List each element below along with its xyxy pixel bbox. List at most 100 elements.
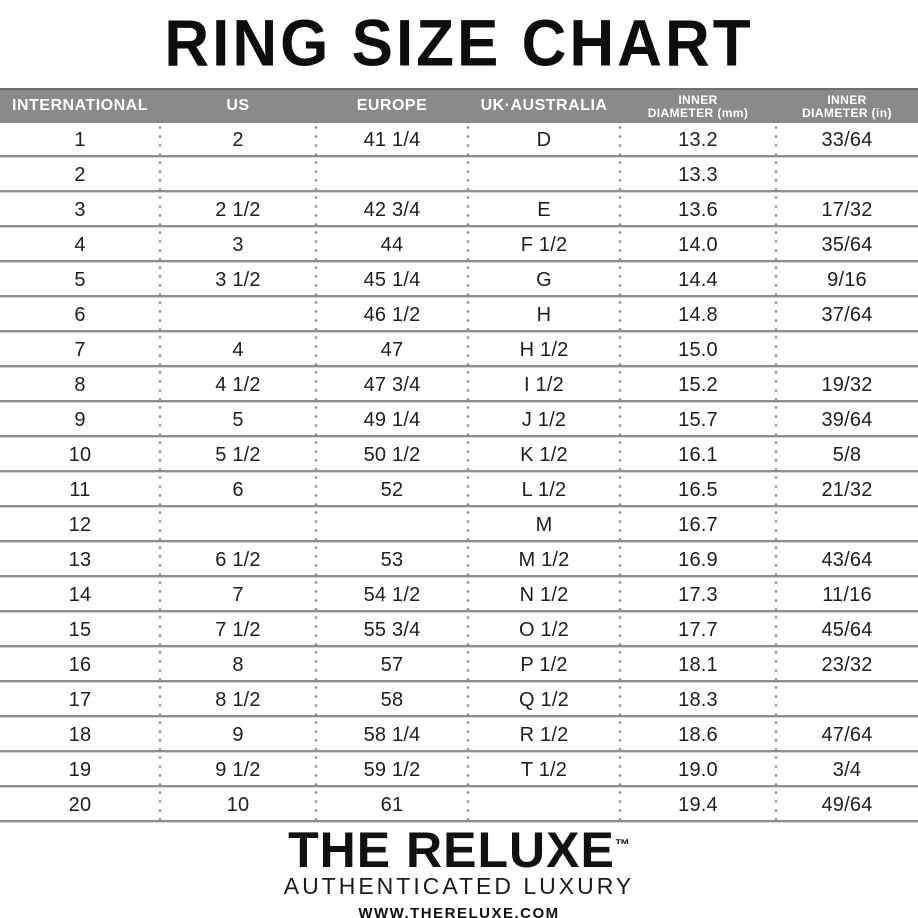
cell-uk-australia: I 1/2 bbox=[468, 368, 622, 403]
cell-international: 6 bbox=[0, 298, 162, 333]
cell-uk-australia: O 1/2 bbox=[468, 613, 622, 648]
cell-europe: 55 3/4 bbox=[316, 613, 470, 648]
cell-europe: 61 bbox=[316, 788, 470, 823]
cell-inner-diameter-mm: 13.3 bbox=[620, 158, 778, 193]
column-header-international: INTERNATIONAL bbox=[12, 97, 148, 115]
cell-uk-australia: L 1/2 bbox=[468, 473, 622, 508]
cell-uk-australia: K 1/2 bbox=[468, 438, 622, 473]
cell-us: 4 1/2 bbox=[160, 368, 318, 403]
cell-europe: 44 bbox=[316, 228, 470, 263]
column-header-inner-diameter-mm: INNER DIAMETER (mm) bbox=[647, 92, 749, 120]
cell-europe: 52 bbox=[316, 473, 470, 508]
cell-inner-diameter-mm: 16.5 bbox=[620, 473, 778, 508]
cell-europe bbox=[316, 508, 470, 543]
cell-inner-diameter-in: 3/4 bbox=[832, 759, 862, 781]
cell-inner-diameter-in bbox=[776, 508, 918, 543]
cell-europe: 45 1/4 bbox=[316, 263, 470, 298]
cell-us: 8 bbox=[160, 648, 318, 683]
cell-uk-australia: M bbox=[468, 508, 622, 543]
cell-us: 7 bbox=[160, 578, 318, 613]
cell-international: 2 bbox=[0, 158, 162, 193]
cell-uk-australia: J 1/2 bbox=[468, 403, 622, 438]
cell-inner-diameter-in: 37/64 bbox=[821, 304, 873, 326]
cell-uk-australia: D bbox=[468, 123, 622, 158]
cell-inner-diameter-mm: 13.2 bbox=[620, 123, 778, 158]
cell-us: 3 bbox=[160, 228, 318, 263]
cell-europe: 47 3/4 bbox=[316, 368, 470, 403]
cell-international: 11 bbox=[0, 473, 162, 508]
table-row: 19 9 1/2 59 1/2 T 1/2 19.0 3/4 bbox=[0, 753, 918, 788]
cell-us: 6 1/2 bbox=[160, 543, 318, 578]
cell-inner-diameter-mm: 18.3 bbox=[620, 683, 778, 718]
cell-us bbox=[160, 298, 318, 333]
table-row: 15 7 1/2 55 3/4 O 1/2 17.7 45/64 bbox=[0, 613, 918, 648]
table-row: 8 4 1/2 47 3/4 I 1/2 15.2 19/32 bbox=[0, 368, 918, 403]
cell-inner-diameter-in: 17/32 bbox=[821, 199, 873, 221]
cell-inner-diameter-in: 35/64 bbox=[821, 234, 873, 256]
cell-us: 9 1/2 bbox=[160, 753, 318, 788]
cell-inner-diameter-in: 39/64 bbox=[821, 409, 873, 431]
table-row: 20 10 61 19.4 49/64 bbox=[0, 788, 918, 823]
table-row: 10 5 1/2 50 1/2 K 1/2 16.1 5/8 bbox=[0, 438, 918, 473]
cell-us: 4 bbox=[160, 333, 318, 368]
table-row: 14 7 54 1/2 N 1/2 17.3 11/16 bbox=[0, 578, 918, 613]
cell-inner-diameter-mm: 17.7 bbox=[620, 613, 778, 648]
cell-international: 20 bbox=[0, 788, 162, 823]
cell-europe: 57 bbox=[316, 648, 470, 683]
table-row: 13 6 1/2 53 M 1/2 16.9 43/64 bbox=[0, 543, 918, 578]
cell-international: 13 bbox=[0, 543, 162, 578]
cell-us bbox=[160, 158, 318, 193]
cell-europe: 53 bbox=[316, 543, 470, 578]
table-row: 7 4 47 H 1/2 15.0 bbox=[0, 333, 918, 368]
cell-inner-diameter-in: 23/32 bbox=[821, 654, 873, 676]
cell-uk-australia: E bbox=[468, 193, 622, 228]
cell-inner-diameter-mm: 13.6 bbox=[620, 193, 778, 228]
cell-inner-diameter-mm: 14.4 bbox=[620, 263, 778, 298]
cell-uk-australia: H 1/2 bbox=[468, 333, 622, 368]
table-row: 18 9 58 1/4 R 1/2 18.6 47/64 bbox=[0, 718, 918, 753]
cell-uk-australia: M 1/2 bbox=[468, 543, 622, 578]
cell-us: 2 bbox=[160, 123, 318, 158]
cell-international: 3 bbox=[0, 193, 162, 228]
cell-international: 7 bbox=[0, 333, 162, 368]
cell-inner-diameter-mm: 15.2 bbox=[620, 368, 778, 403]
cell-inner-diameter-mm: 15.7 bbox=[620, 403, 778, 438]
cell-inner-diameter-in: 11/16 bbox=[822, 584, 872, 606]
cell-international: 15 bbox=[0, 613, 162, 648]
table-row: 3 2 1/2 42 3/4 E 13.6 17/32 bbox=[0, 193, 918, 228]
cell-inner-diameter-mm: 18.1 bbox=[620, 648, 778, 683]
cell-inner-diameter-mm: 14.0 bbox=[620, 228, 778, 263]
cell-europe: 41 1/4 bbox=[316, 123, 470, 158]
cell-inner-diameter-mm: 17.3 bbox=[620, 578, 778, 613]
column-header-uk-australia: UK·AUSTRALIA bbox=[480, 97, 608, 115]
table-row: 17 8 1/2 58 Q 1/2 18.3 bbox=[0, 683, 918, 718]
table-row: 5 3 1/2 45 1/4 G 14.4 9/16 bbox=[0, 263, 918, 298]
cell-us: 3 1/2 bbox=[160, 263, 318, 298]
cell-europe: 58 1/4 bbox=[316, 718, 470, 753]
cell-inner-diameter-mm: 16.7 bbox=[620, 508, 778, 543]
cell-inner-diameter-in: 45/64 bbox=[821, 619, 873, 641]
table-row: 11 6 52 L 1/2 16.5 21/32 bbox=[0, 473, 918, 508]
cell-uk-australia: R 1/2 bbox=[468, 718, 622, 753]
cell-uk-australia: Q 1/2 bbox=[468, 683, 622, 718]
column-header-us: US bbox=[226, 97, 250, 115]
cell-us: 5 1/2 bbox=[160, 438, 318, 473]
table-row: 2 13.3 bbox=[0, 158, 918, 193]
cell-us: 5 bbox=[160, 403, 318, 438]
table-row: 6 46 1/2 H 14.8 37/64 bbox=[0, 298, 918, 333]
cell-europe bbox=[316, 158, 470, 193]
brand-tagline: AUTHENTICATED LUXURY bbox=[283, 873, 635, 899]
cell-uk-australia: G bbox=[468, 263, 622, 298]
cell-international: 14 bbox=[0, 578, 162, 613]
cell-inner-diameter-in: 33/64 bbox=[821, 129, 873, 151]
cell-us: 10 bbox=[160, 788, 318, 823]
cell-international: 16 bbox=[0, 648, 162, 683]
table-row: 1 2 41 1/4 D 13.2 33/64 bbox=[0, 123, 918, 158]
cell-inner-diameter-in: 9/16 bbox=[827, 269, 867, 291]
brand-footer: THE RELUXE™ AUTHENTICATED LUXURY WWW.THE… bbox=[0, 825, 918, 918]
cell-inner-diameter-in: 43/64 bbox=[821, 549, 873, 571]
cell-international: 10 bbox=[0, 438, 162, 473]
cell-uk-australia: F 1/2 bbox=[468, 228, 622, 263]
cell-inner-diameter-in: 49/64 bbox=[821, 794, 873, 816]
